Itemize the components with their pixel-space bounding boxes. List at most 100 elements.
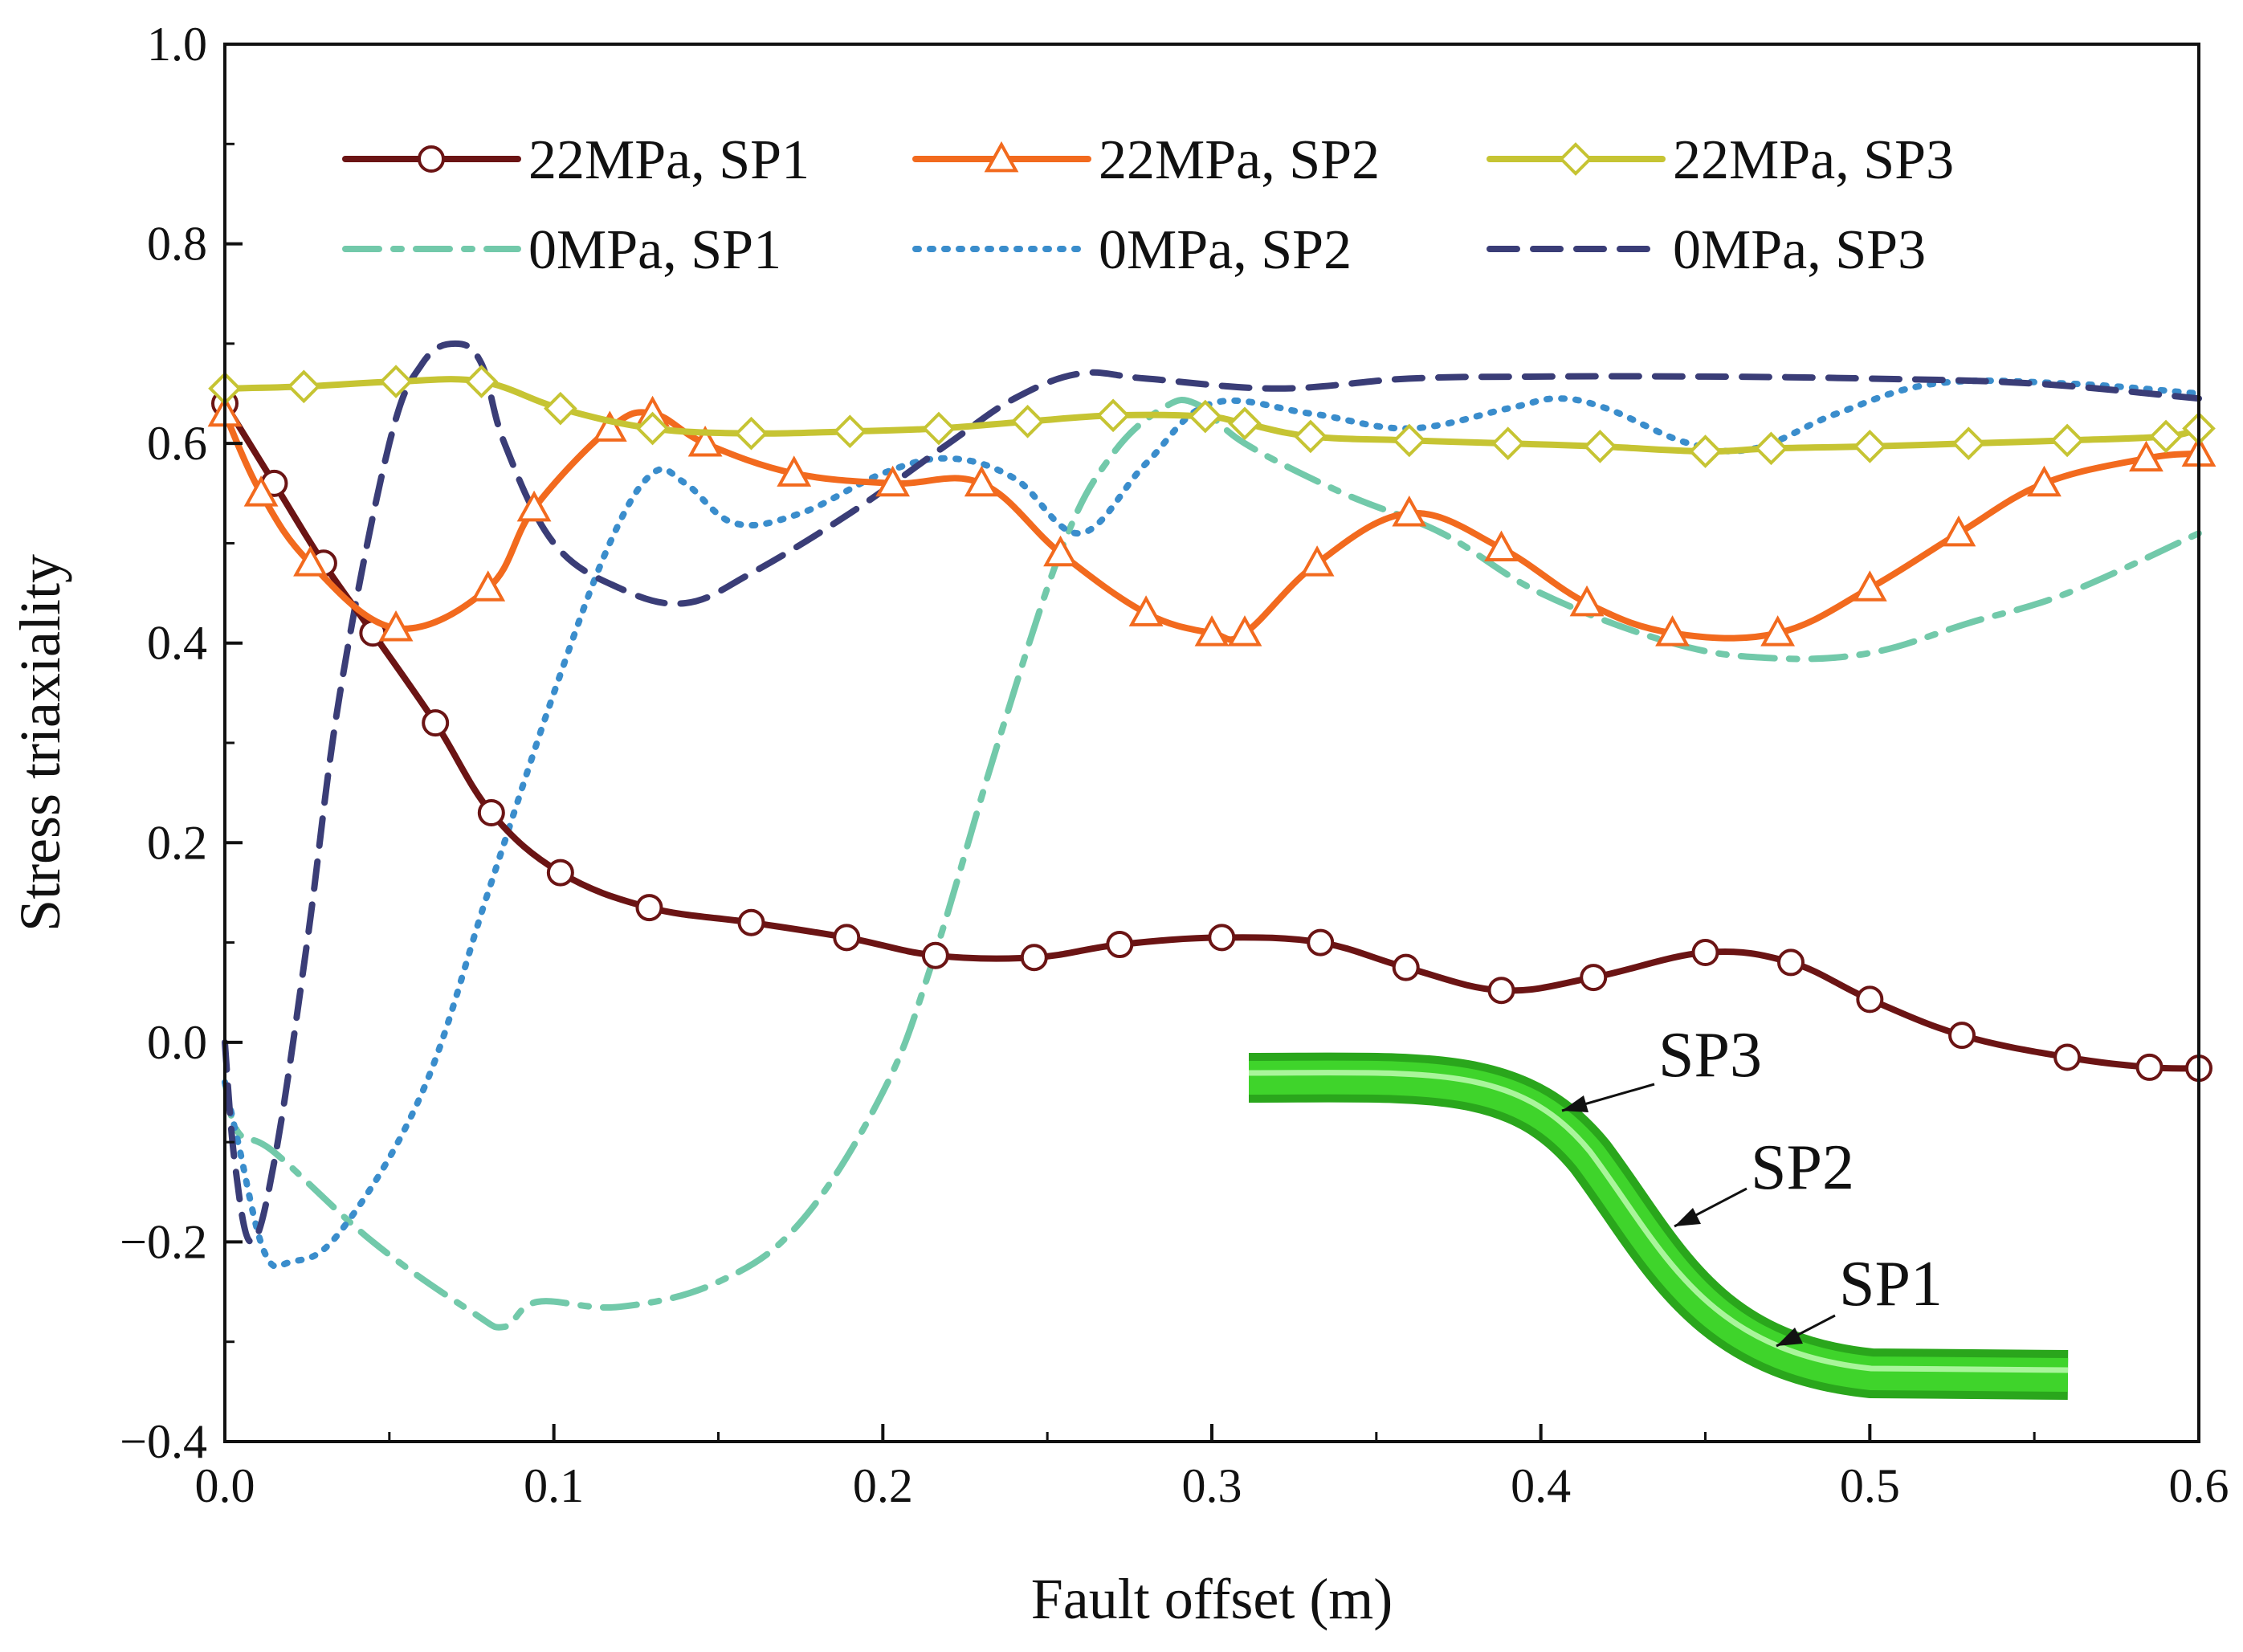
series-2-point-14 — [1392, 423, 1426, 458]
series-0-point-4 — [422, 709, 450, 737]
series-2-point-20 — [1951, 426, 1986, 460]
series-0-point-18 — [1691, 939, 1719, 966]
series-0-point-17 — [1580, 964, 1608, 992]
series-0-point-20 — [1856, 985, 1884, 1014]
series-0-point-7 — [635, 894, 663, 922]
series-2-point-19 — [1853, 430, 1887, 463]
series-2-point-2 — [379, 365, 413, 398]
series-0-point-9 — [833, 924, 861, 952]
series-line-5 — [222, 340, 2202, 1246]
series-0-point-13 — [1208, 924, 1236, 952]
series-1-point-3 — [378, 610, 414, 642]
series-1-point-12 — [1043, 535, 1078, 567]
series-1-point-13 — [1128, 595, 1164, 626]
series-2-point-9 — [1010, 404, 1045, 438]
legend: 22MPa, SP1 22MPa, SP2 22MPa, SP3 0MPa, SP1 0… — [342, 129, 1954, 281]
y-tick-label-7: 1.0 — [147, 18, 207, 71]
series-1-point-1 — [243, 475, 279, 507]
series-2-point-8 — [922, 411, 956, 446]
series-0-point-14 — [1307, 928, 1335, 957]
legend-label-5: 0MPa, SP3 — [1673, 219, 1926, 281]
series-0-point-6 — [546, 859, 574, 887]
y-tick-label-5: 0.6 — [147, 417, 207, 470]
series-2-point-10 — [1096, 398, 1130, 433]
series-1-point-16 — [1299, 545, 1335, 577]
ticks-layer: 0.0 0.1 0.2 0.3 0.4 0.5 0.6 −0.4 −0.2 0.0 0.2 0.4 0.… — [120, 18, 2229, 1512]
series-1-point-4 — [471, 570, 506, 602]
legend-marker-0 — [418, 145, 445, 173]
series-2-point-21 — [2050, 423, 2084, 458]
legend-label-0: 22MPa, SP1 — [528, 129, 810, 191]
series-1-point-18 — [1484, 530, 1519, 562]
series-2-point-3 — [464, 365, 499, 398]
y-tick-label-6: 0.8 — [147, 218, 207, 271]
sp2-arrowhead — [1674, 1208, 1701, 1226]
x-tick-label-2: 0.2 — [853, 1459, 913, 1512]
series-2-point-12 — [1228, 406, 1262, 441]
series-1-point-19 — [1569, 585, 1605, 617]
x-tick-label-6: 0.6 — [2169, 1459, 2229, 1512]
y-tick-label-0: −0.4 — [120, 1415, 207, 1468]
series-0-point-23 — [2135, 1053, 2163, 1081]
series-1-point-21 — [1760, 615, 1796, 647]
y-tick-label-2: 0.0 — [147, 1016, 207, 1069]
sp3-label: SP3 — [1658, 1020, 1762, 1091]
series-1-point-14 — [1194, 615, 1230, 647]
x-tick-label-3: 0.3 — [1182, 1459, 1242, 1512]
series-1-point-20 — [1655, 615, 1690, 647]
series-0-point-22 — [2053, 1043, 2082, 1071]
series-5 — [222, 340, 2202, 1246]
sp1-label: SP1 — [1839, 1249, 1943, 1320]
series-1-point-2 — [293, 545, 328, 577]
legend-label-2: 22MPa, SP3 — [1673, 129, 1954, 191]
series-2-point-15 — [1491, 426, 1525, 460]
series-1-point-6 — [592, 410, 627, 442]
series-2-point-17 — [1688, 434, 1723, 468]
legend-label-1: 22MPa, SP2 — [1099, 129, 1380, 191]
series-0-point-16 — [1487, 977, 1515, 1005]
series-2-point-5 — [635, 411, 670, 446]
pipe-body — [1248, 1060, 2069, 1392]
series-0-point-15 — [1392, 953, 1420, 981]
x-axis-title: Fault offset (m) — [1031, 1567, 1393, 1631]
y-tick-label-1: −0.2 — [120, 1215, 207, 1268]
sp2-label: SP2 — [1751, 1132, 1854, 1203]
x-tick-label-1: 0.1 — [524, 1459, 584, 1512]
series-1-point-22 — [1852, 570, 1887, 602]
series-2-point-22 — [2149, 419, 2183, 454]
y-tick-label-3: 0.2 — [147, 816, 207, 869]
series-1-point-15 — [1227, 615, 1262, 647]
legend-label-3: 0MPa, SP1 — [528, 219, 781, 281]
series-1-point-10 — [875, 465, 911, 497]
series-1-point-23 — [1941, 515, 1976, 547]
series-1-point-8 — [687, 426, 723, 457]
series-0-point-5 — [477, 799, 505, 826]
series-1-point-11 — [964, 465, 999, 497]
series-1-point-9 — [777, 455, 812, 487]
series-1-point-17 — [1392, 496, 1427, 527]
legend-marker-2 — [1559, 142, 1593, 176]
pipe-inset: SP3 SP2 SP1 — [1248, 1020, 2069, 1400]
legend-marker-1 — [984, 141, 1019, 173]
series-0-point-21 — [1948, 1022, 1976, 1050]
series-1 — [207, 395, 2216, 647]
series-2-point-4 — [544, 391, 577, 426]
series-0-point-19 — [1777, 948, 1805, 977]
sp3-arrowhead — [1562, 1095, 1588, 1112]
legend-item-3: 0MPa, SP1 — [342, 219, 781, 281]
series-2-point-1 — [287, 369, 321, 404]
legend-item-0: 22MPa, SP1 — [342, 129, 810, 191]
y-tick-label-4: 0.4 — [147, 617, 207, 670]
series-1-point-25 — [2129, 440, 2163, 472]
legend-item-5: 0MPa, SP3 — [1486, 219, 1926, 281]
series-2-point-13 — [1294, 419, 1327, 454]
series-1-point-24 — [2027, 465, 2062, 497]
series-2-point-7 — [833, 414, 867, 449]
series-0-point-10 — [921, 941, 949, 969]
legend-item-4: 0MPa, SP2 — [912, 219, 1352, 281]
series-2-point-16 — [1583, 430, 1617, 463]
legend-label-4: 0MPa, SP2 — [1099, 219, 1352, 281]
series-2-point-6 — [734, 416, 769, 451]
series-0-point-11 — [1020, 944, 1048, 972]
